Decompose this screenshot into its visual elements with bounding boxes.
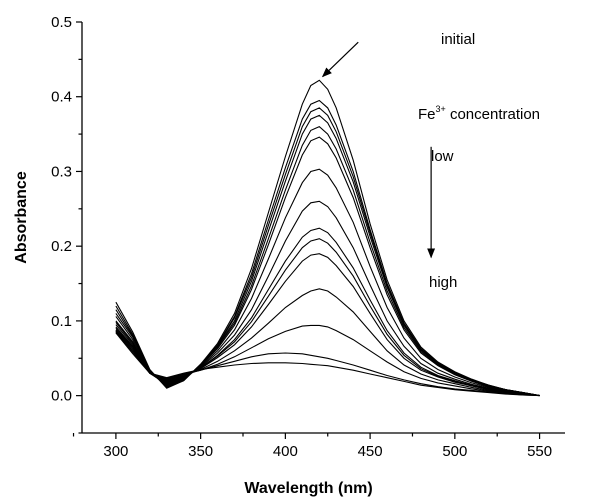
arrow-initial	[323, 42, 359, 76]
fe-concentration-text: concentration	[446, 106, 540, 123]
spectrum-line-9	[116, 228, 540, 395]
y-axis-title: Absorbance	[13, 171, 30, 264]
x-tick-label: 450	[358, 443, 383, 460]
annotation-low: low	[431, 148, 454, 165]
spectrum-line-10	[116, 239, 540, 396]
y-tick-label: 0.5	[51, 14, 72, 31]
x-tick-label: 550	[527, 443, 552, 460]
annotation-high: high	[429, 274, 457, 291]
y-tick-label: 0.1	[51, 313, 72, 330]
x-tick-label: 400	[273, 443, 298, 460]
spectrum-line-1	[116, 80, 540, 395]
spectrum-line-7	[116, 169, 540, 395]
x-tick-label: 300	[103, 443, 128, 460]
y-tick-label: 0.3	[51, 163, 72, 180]
spectrum-line-4	[116, 115, 540, 395]
fe-symbol: Fe	[418, 106, 436, 123]
spectrum-line-5	[116, 127, 540, 396]
annotation-arrows	[323, 42, 431, 257]
spectrum-line-8	[116, 201, 540, 395]
annotation-fe-concentration: Fe3+ concentration	[418, 104, 540, 123]
annotation-initial: initial	[441, 31, 475, 48]
axes	[82, 22, 565, 433]
y-ticks: 0.0 0.1 0.2 0.3 0.4 0.5	[51, 14, 82, 433]
spectrum-line-3	[116, 108, 540, 396]
y-tick-label: 0.4	[51, 89, 72, 106]
x-tick-label: 350	[188, 443, 213, 460]
x-tick-label: 500	[442, 443, 467, 460]
fe-charge-superscript: 3+	[436, 104, 446, 114]
x-ticks: 300 350 400 450 500 550	[74, 433, 553, 460]
y-tick-label: 0.0	[51, 388, 72, 405]
x-axis-title: Wavelength (nm)	[244, 480, 372, 497]
y-tick-label: 0.2	[51, 238, 72, 255]
spectra-series	[116, 80, 540, 395]
